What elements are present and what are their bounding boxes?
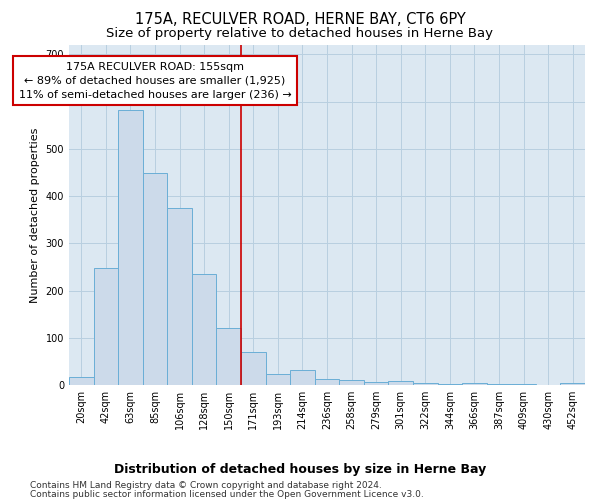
Bar <box>364 382 388 385</box>
Bar <box>388 381 413 385</box>
Bar <box>437 384 462 385</box>
Text: Contains public sector information licensed under the Open Government Licence v3: Contains public sector information licen… <box>30 490 424 499</box>
Bar <box>511 384 536 385</box>
Bar <box>413 382 437 385</box>
Text: 175A RECULVER ROAD: 155sqm
← 89% of detached houses are smaller (1,925)
11% of s: 175A RECULVER ROAD: 155sqm ← 89% of deta… <box>19 62 292 100</box>
Bar <box>462 382 487 385</box>
Bar <box>290 370 315 385</box>
Bar <box>487 384 511 385</box>
Text: 175A, RECULVER ROAD, HERNE BAY, CT6 6PY: 175A, RECULVER ROAD, HERNE BAY, CT6 6PY <box>134 12 466 28</box>
Y-axis label: Number of detached properties: Number of detached properties <box>30 128 40 302</box>
Bar <box>315 379 339 385</box>
Text: Size of property relative to detached houses in Herne Bay: Size of property relative to detached ho… <box>107 28 493 40</box>
Bar <box>167 208 192 385</box>
Bar <box>143 173 167 385</box>
Bar <box>217 328 241 385</box>
Bar <box>118 110 143 385</box>
Bar <box>192 274 217 385</box>
Text: Contains HM Land Registry data © Crown copyright and database right 2024.: Contains HM Land Registry data © Crown c… <box>30 481 382 490</box>
Text: Distribution of detached houses by size in Herne Bay: Distribution of detached houses by size … <box>114 462 486 475</box>
Bar <box>560 382 585 385</box>
Bar <box>241 352 266 385</box>
Bar <box>266 374 290 385</box>
Bar <box>94 268 118 385</box>
Bar <box>69 377 94 385</box>
Bar <box>339 380 364 385</box>
